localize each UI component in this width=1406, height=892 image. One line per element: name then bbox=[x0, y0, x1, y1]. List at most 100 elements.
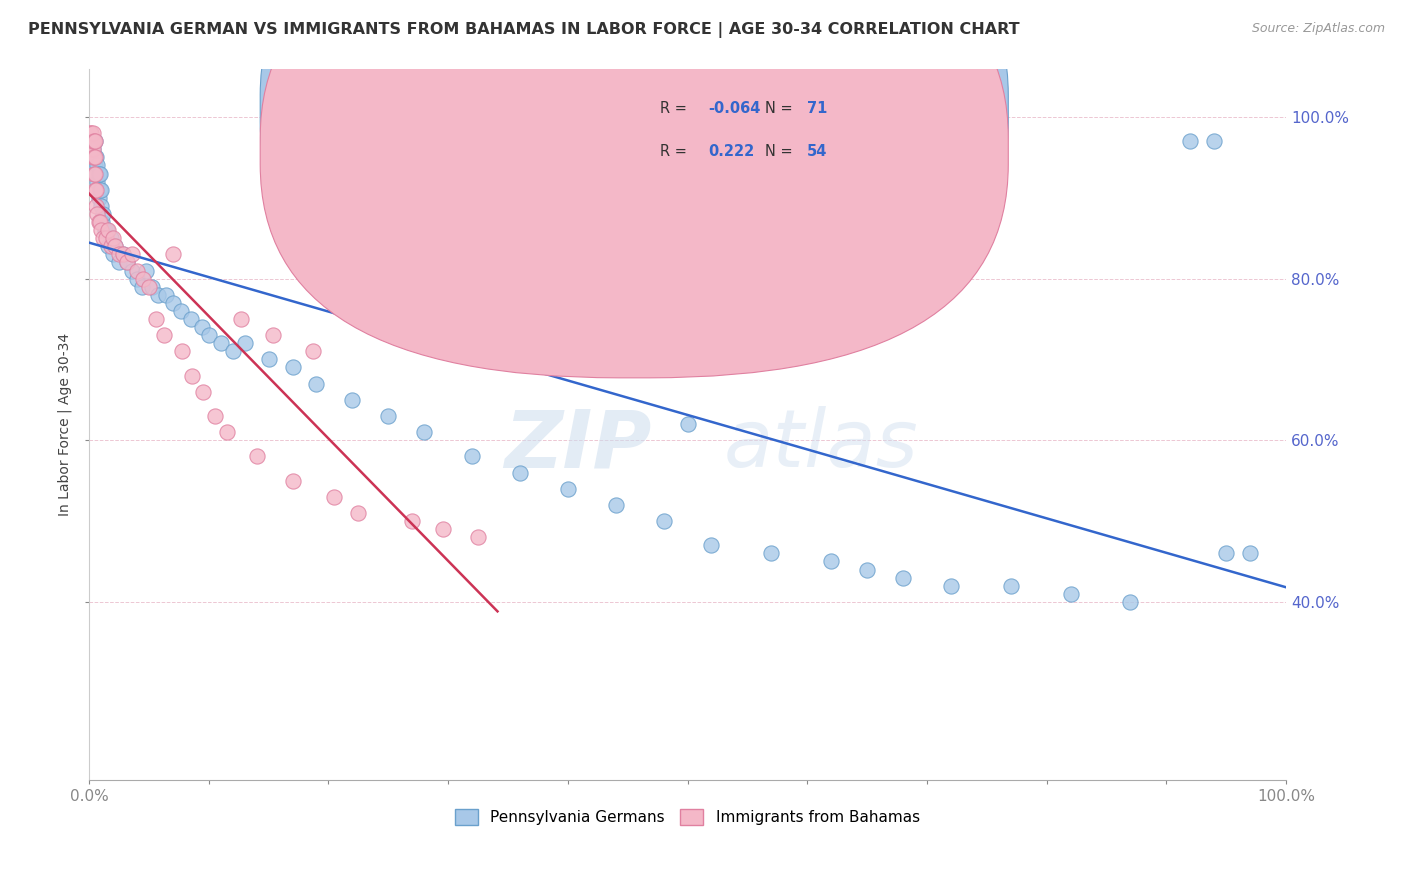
Text: Source: ZipAtlas.com: Source: ZipAtlas.com bbox=[1251, 22, 1385, 36]
Point bbox=[676, 417, 699, 431]
Point bbox=[104, 239, 127, 253]
Point bbox=[135, 263, 157, 277]
Text: N =: N = bbox=[765, 144, 797, 159]
Point bbox=[700, 538, 723, 552]
Point bbox=[233, 336, 256, 351]
Point bbox=[138, 279, 160, 293]
Point bbox=[79, 134, 101, 148]
Point bbox=[509, 466, 531, 480]
Point bbox=[90, 183, 112, 197]
Point bbox=[93, 207, 115, 221]
Point bbox=[246, 450, 269, 464]
Point bbox=[82, 142, 104, 156]
Text: 0.222: 0.222 bbox=[707, 144, 754, 159]
Point bbox=[737, 344, 759, 359]
Point bbox=[89, 183, 111, 197]
Point bbox=[111, 247, 134, 261]
Point bbox=[117, 255, 139, 269]
Point bbox=[323, 490, 346, 504]
Point bbox=[80, 134, 103, 148]
Point bbox=[83, 167, 105, 181]
Point bbox=[84, 150, 107, 164]
Point bbox=[125, 271, 148, 285]
Point bbox=[1119, 595, 1142, 609]
Point bbox=[131, 279, 153, 293]
Point bbox=[141, 279, 163, 293]
Point bbox=[80, 126, 103, 140]
Point bbox=[155, 287, 177, 301]
Point bbox=[302, 344, 325, 359]
FancyBboxPatch shape bbox=[260, 0, 1008, 378]
Point bbox=[89, 167, 111, 181]
Point bbox=[84, 183, 107, 197]
Point bbox=[101, 231, 124, 245]
Point bbox=[342, 392, 364, 407]
Point bbox=[132, 271, 155, 285]
Text: 71: 71 bbox=[807, 101, 828, 116]
Point bbox=[1204, 134, 1226, 148]
Point bbox=[170, 304, 193, 318]
Point bbox=[97, 239, 120, 253]
Point bbox=[1215, 546, 1237, 560]
Point bbox=[761, 546, 783, 560]
Point bbox=[111, 247, 134, 261]
Point bbox=[82, 134, 104, 148]
Point bbox=[83, 134, 105, 148]
Point bbox=[820, 554, 842, 568]
Point bbox=[87, 167, 110, 181]
Point bbox=[84, 167, 107, 181]
Point bbox=[796, 336, 818, 351]
Text: 54: 54 bbox=[807, 144, 828, 159]
Point bbox=[347, 506, 370, 520]
Point bbox=[221, 344, 243, 359]
Point bbox=[94, 231, 117, 245]
Point bbox=[104, 239, 127, 253]
Point bbox=[84, 167, 107, 181]
Text: ZIP: ZIP bbox=[505, 407, 651, 484]
FancyBboxPatch shape bbox=[603, 79, 879, 200]
Point bbox=[90, 199, 112, 213]
Text: N =: N = bbox=[765, 101, 797, 116]
Point bbox=[83, 134, 105, 148]
Point bbox=[190, 320, 212, 334]
Point bbox=[856, 562, 879, 576]
Point bbox=[162, 296, 184, 310]
Point bbox=[281, 474, 304, 488]
Point bbox=[84, 150, 107, 164]
Point bbox=[153, 328, 176, 343]
Point bbox=[89, 215, 111, 229]
Point bbox=[121, 247, 143, 261]
Point bbox=[79, 126, 101, 140]
Point bbox=[80, 142, 103, 156]
Point bbox=[180, 312, 202, 326]
Point bbox=[652, 514, 675, 528]
Point bbox=[84, 134, 107, 148]
Point bbox=[87, 215, 110, 229]
Point bbox=[82, 126, 104, 140]
Point bbox=[377, 409, 399, 423]
Point bbox=[191, 384, 214, 399]
Point bbox=[401, 514, 423, 528]
Point bbox=[93, 223, 115, 237]
Point bbox=[1059, 587, 1081, 601]
Point bbox=[204, 409, 226, 423]
Point bbox=[305, 376, 328, 391]
Point bbox=[86, 207, 108, 221]
Point bbox=[117, 255, 139, 269]
Point bbox=[86, 159, 108, 173]
Point bbox=[281, 360, 304, 375]
Point bbox=[148, 287, 170, 301]
Point bbox=[1180, 134, 1202, 148]
Point bbox=[86, 175, 108, 189]
Point bbox=[262, 328, 284, 343]
Point bbox=[215, 425, 238, 439]
Text: -0.064: -0.064 bbox=[707, 101, 761, 116]
Point bbox=[87, 191, 110, 205]
Point bbox=[84, 159, 107, 173]
Point bbox=[939, 579, 962, 593]
Point bbox=[197, 328, 219, 343]
Point bbox=[108, 247, 131, 261]
Point bbox=[100, 231, 122, 245]
Point bbox=[461, 450, 484, 464]
Point bbox=[374, 287, 396, 301]
